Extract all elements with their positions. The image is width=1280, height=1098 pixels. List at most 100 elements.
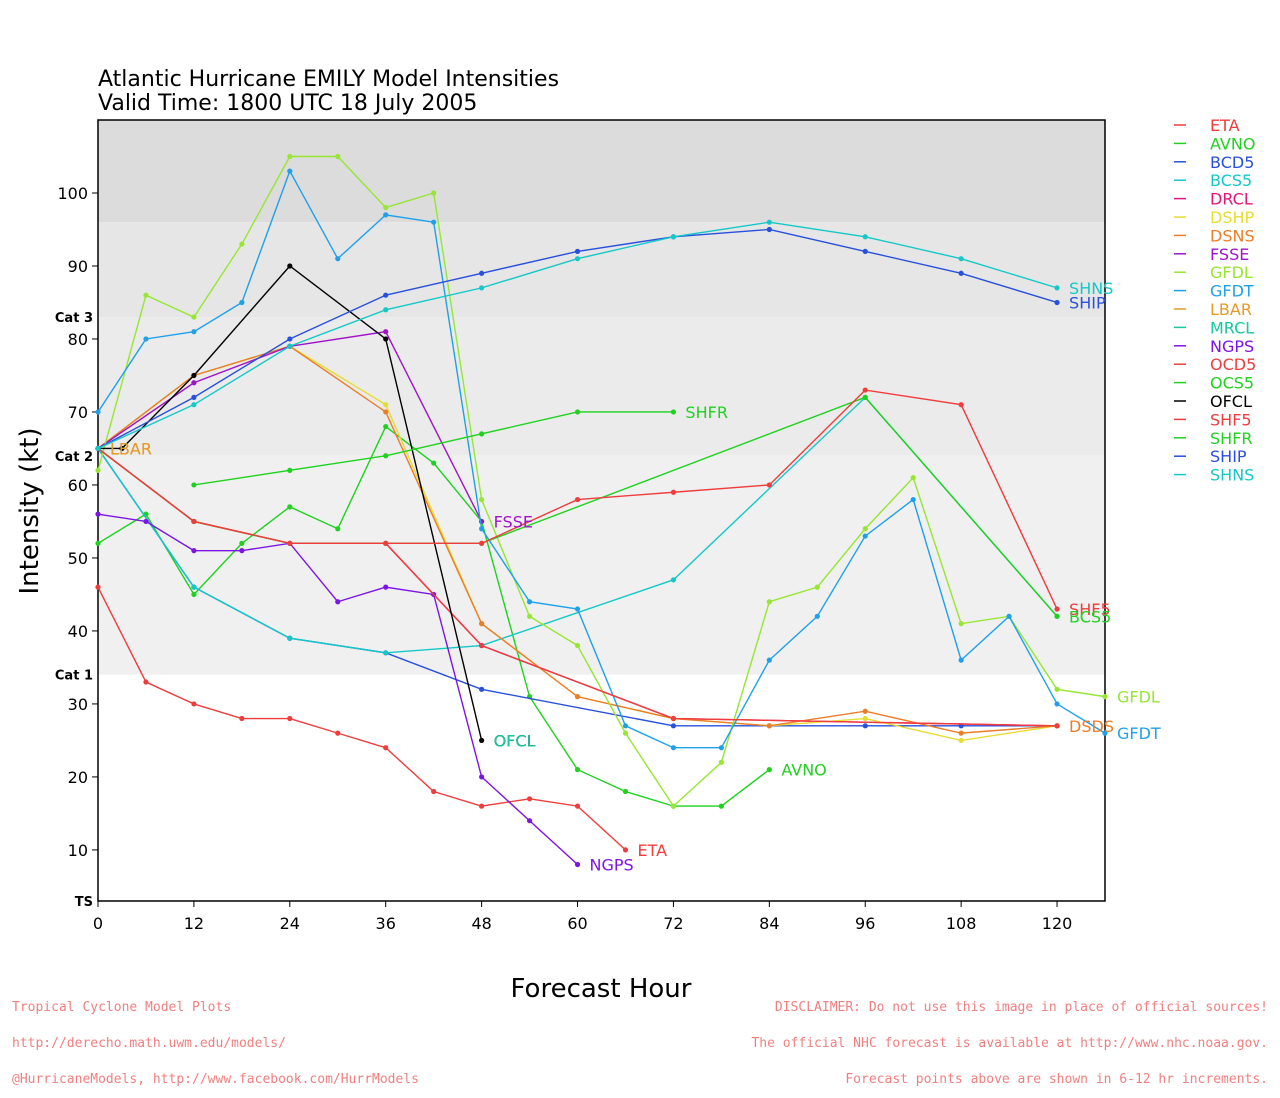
data-point (862, 708, 868, 714)
category-label: Cat 2 (55, 450, 93, 465)
data-point (383, 409, 389, 415)
y-tick-label: 100 (57, 184, 88, 203)
legend-entry: DSNS (1210, 226, 1255, 245)
x-tick-label: 120 (1042, 914, 1073, 933)
model-series (95, 153, 1108, 868)
data-point (814, 584, 820, 590)
data-point (622, 730, 629, 736)
data-point (622, 723, 629, 729)
series-gfdl (95, 153, 1108, 809)
series-line (193, 411, 674, 486)
intensity-chart: Atlantic Hurricane EMILY Model Intensiti… (15, 67, 1256, 1004)
data-point (143, 518, 149, 525)
footer-credits: Tropical Cyclone Model Plots http://dere… (12, 978, 419, 1098)
data-point (670, 577, 677, 583)
data-point (95, 584, 101, 590)
y-tick-label: 60 (68, 476, 88, 495)
data-point (95, 511, 101, 517)
x-axis-label: Forecast Hour (511, 974, 692, 1004)
data-point (383, 336, 389, 342)
data-point (958, 270, 964, 276)
data-point (958, 657, 964, 663)
legend-entry: MRCL (1210, 318, 1254, 337)
series-line (97, 155, 1106, 808)
data-point (287, 343, 293, 349)
data-point (766, 226, 772, 233)
data-point (1054, 723, 1060, 729)
series-end-label: LBAR (110, 439, 152, 458)
data-point (1054, 686, 1060, 692)
data-point (287, 336, 293, 342)
data-point (622, 847, 629, 853)
intensity-band (98, 317, 1105, 456)
y-tick-label: 90 (68, 257, 88, 276)
data-point (191, 394, 197, 400)
plot-frame (97, 119, 1106, 902)
data-point (191, 518, 197, 525)
category-label: Cat 3 (55, 311, 93, 326)
data-point (766, 219, 772, 225)
data-point (1054, 613, 1060, 619)
data-point (958, 737, 964, 744)
intensity-band (98, 120, 1105, 223)
data-point (335, 526, 341, 532)
data-point (622, 788, 629, 795)
data-point (670, 409, 677, 415)
series-end-label: ETA (637, 841, 667, 860)
footer-disclaimer-line: Forecast points above are shown in 6-12 … (845, 1072, 1268, 1087)
data-point (574, 256, 581, 262)
series-end-label: GFDL (1117, 688, 1160, 707)
data-point (191, 548, 197, 554)
footer-credit-line: http://derecho.math.uwm.edu/models/ (12, 1036, 286, 1051)
data-point (287, 635, 293, 641)
data-point (526, 613, 533, 619)
data-point (670, 234, 677, 240)
data-point (383, 204, 389, 211)
y-tick-label: 80 (68, 330, 88, 349)
legend-entry: ETA (1210, 116, 1240, 135)
legend-entry: OCD5 (1210, 355, 1256, 374)
data-point (958, 730, 964, 736)
data-point (479, 285, 485, 291)
series-ngps (95, 511, 581, 868)
y-tick-label: 70 (68, 403, 88, 422)
series-ship (95, 226, 1060, 452)
category-labels: Cat 3 Cat 2 Cat 1 TS (55, 311, 93, 910)
chart-title-line1: Atlantic Hurricane EMILY Model Intensiti… (98, 67, 559, 92)
data-point (862, 394, 868, 400)
intensity-bands (98, 120, 1105, 901)
data-point (766, 482, 772, 488)
series-end-label: DSDS (1069, 717, 1114, 736)
data-point (958, 256, 964, 262)
data-point (335, 599, 341, 605)
data-point (431, 190, 437, 196)
data-point (479, 642, 485, 649)
series-shfr (191, 409, 677, 488)
data-point (431, 460, 437, 466)
data-point (1102, 730, 1108, 736)
data-point (239, 299, 245, 306)
data-point (191, 584, 197, 590)
data-point (335, 256, 341, 262)
legend-entry: OCS5 (1210, 374, 1254, 393)
data-point (670, 803, 677, 809)
data-point (383, 650, 389, 656)
data-point (862, 248, 868, 254)
data-point (862, 526, 868, 532)
intensity-band (98, 455, 1105, 675)
series-end-label: LBAR (110, 439, 152, 458)
data-point (431, 219, 437, 225)
data-point (814, 613, 820, 619)
series-end-label: GFDT (1117, 724, 1161, 743)
legend-entry: SHIP (1210, 447, 1247, 466)
data-point (670, 715, 677, 722)
x-axis-ticks: 0 12 24 36 48 60 72 84 96 108 120 (93, 901, 1072, 933)
chart-title-line2: Valid Time: 1800 UTC 18 July 2005 (98, 91, 477, 116)
legend-entry: NGPS (1210, 337, 1254, 356)
data-point (335, 153, 341, 160)
data-point (287, 504, 293, 510)
data-point (143, 679, 149, 685)
data-point (479, 526, 485, 532)
series-shf5 (95, 387, 1060, 612)
data-point (191, 380, 197, 386)
